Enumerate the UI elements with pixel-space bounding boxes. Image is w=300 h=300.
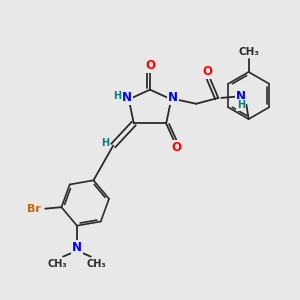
Text: H: H — [113, 91, 122, 101]
Text: N: N — [72, 241, 82, 254]
Text: CH₃: CH₃ — [238, 47, 259, 57]
Text: N: N — [168, 92, 178, 104]
Text: O: O — [172, 141, 182, 154]
Text: O: O — [202, 65, 212, 78]
Text: CH₃: CH₃ — [87, 259, 106, 269]
Text: Br: Br — [26, 204, 40, 214]
Text: O: O — [145, 59, 155, 72]
Text: CH₃: CH₃ — [47, 259, 67, 269]
Text: H: H — [237, 100, 245, 110]
Text: H: H — [101, 138, 109, 148]
Text: N: N — [122, 92, 132, 104]
Text: N: N — [236, 90, 246, 103]
